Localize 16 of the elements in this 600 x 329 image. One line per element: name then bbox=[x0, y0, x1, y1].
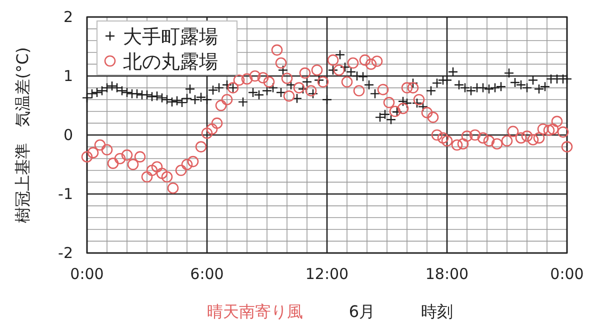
x-tick-label: 12:00 bbox=[305, 265, 349, 283]
text: 晴天南寄り風 bbox=[207, 302, 303, 321]
y-tick-label: -1 bbox=[58, 185, 73, 203]
x-tick-label: 6:00 bbox=[190, 265, 224, 283]
y-axis-title: 樹冠上基準 気温差(°C) bbox=[13, 47, 32, 223]
x-tick-label: 0:00 bbox=[70, 265, 104, 283]
x-tick-label: 18:00 bbox=[425, 265, 469, 283]
y-tick-label: 1 bbox=[63, 67, 73, 85]
x-tick-label: 0:00 bbox=[550, 265, 584, 283]
legend-label: 大手町露場 bbox=[123, 26, 218, 48]
legend-label: 北の丸露場 bbox=[123, 51, 218, 73]
text: 6月 bbox=[348, 302, 376, 321]
y-tick-label: -2 bbox=[58, 244, 73, 262]
y-tick-label: 2 bbox=[63, 8, 73, 26]
y-tick-label: 0 bbox=[63, 126, 73, 144]
x-axis-title: 時刻 bbox=[421, 302, 453, 321]
